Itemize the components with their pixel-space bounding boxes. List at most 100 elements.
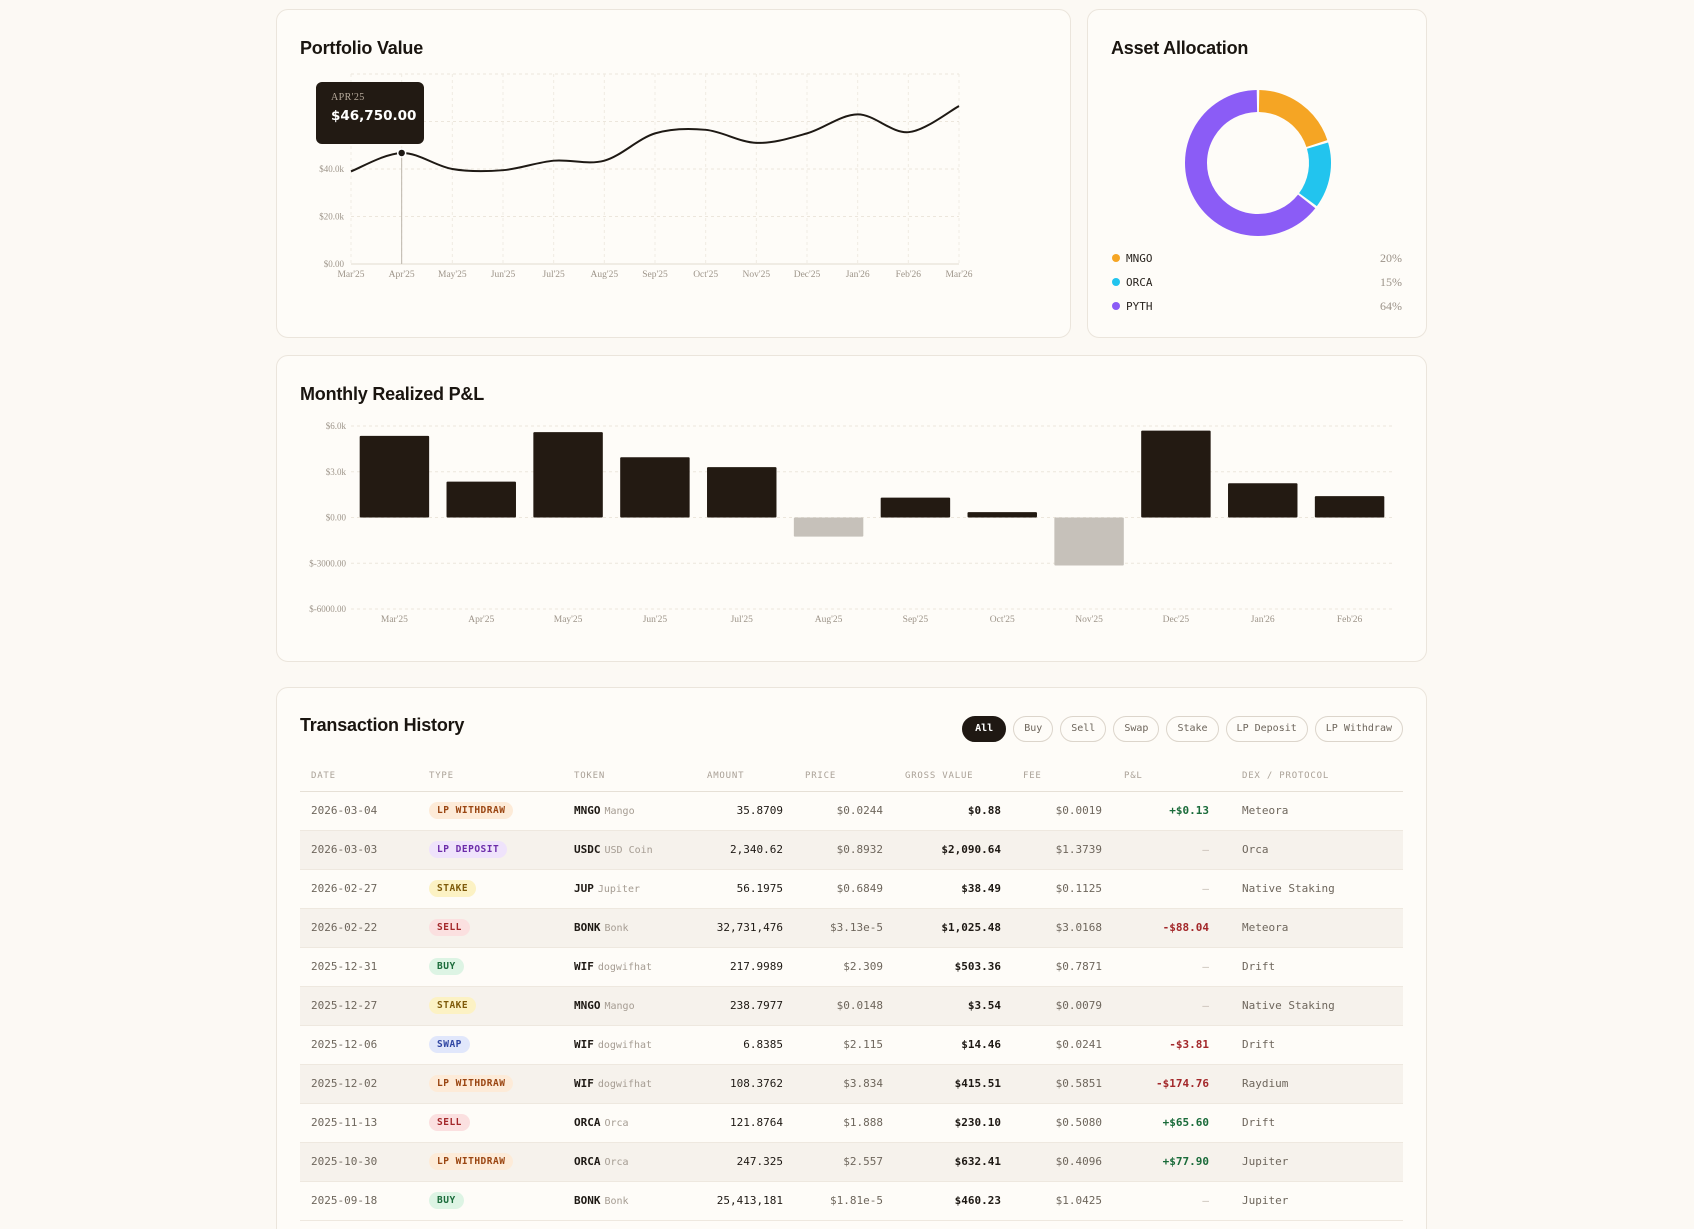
donut-slice-mngo: [1258, 90, 1328, 148]
y-tick-label: $40.0k: [319, 164, 344, 174]
table-row[interactable]: 2026-02-22 SELL BONK Bonk 32,731,476 $3.13e-5…: [300, 908, 1403, 948]
pnl-bar: [1054, 517, 1124, 566]
cell-gross-value: $1,025.48: [894, 908, 1012, 948]
cell-fee: $1.0425: [1012, 1181, 1113, 1221]
table-row[interactable]: 2025-11-13 SELL ORCA Orca 121.8764 $1.888 $230…: [300, 1103, 1403, 1143]
cell-price: $1.81e-5: [794, 1181, 894, 1221]
cell-price: $3.834: [794, 1064, 894, 1104]
cell-pnl: -$3.81: [1113, 1025, 1220, 1065]
legend-swatch: [1112, 254, 1120, 262]
portfolio-line-chart[interactable]: $0.00$20.0k$40.0k$60.0kMar'25Apr'25May'2…: [277, 10, 1072, 339]
cell-date: 2026-02-27: [300, 869, 418, 909]
cell-price: $3.13e-5: [794, 908, 894, 948]
legend-label: MNGO: [1126, 251, 1153, 265]
cell-price: $2.309: [794, 947, 894, 987]
donut-slice-orca: [1298, 142, 1331, 207]
x-tick-label: Mar'25: [337, 270, 364, 280]
pnl-bar: [880, 497, 951, 518]
token-symbol: WIF: [574, 1077, 594, 1090]
legend-item-mngo: MNGO 20%: [1112, 250, 1402, 266]
table-row[interactable]: 2025-09-18 BUY BONK Bonk 25,413,181 $1.81e-5 $…: [300, 1181, 1403, 1221]
col-fee[interactable]: FEE: [1012, 761, 1113, 792]
cell-date: 2026-03-03: [300, 830, 418, 870]
col-date[interactable]: DATE: [300, 761, 418, 792]
cell-date: 2025-09-18: [300, 1181, 418, 1221]
transaction-table: DATE TYPE TOKEN AMOUNT PRICE GROSS VALUE…: [300, 761, 1403, 1221]
cell-gross-value: $14.46: [894, 1025, 1012, 1065]
cell-price: $2.557: [794, 1142, 894, 1182]
token-name: Jupiter: [597, 884, 641, 895]
table-row[interactable]: 2025-10-30 LP WITHDRAW ORCA Orca 247.325 $2.5…: [300, 1142, 1403, 1182]
filter-swap-button[interactable]: Swap: [1113, 716, 1160, 742]
col-price[interactable]: PRICE: [794, 761, 894, 792]
asset-allocation-title: Asset Allocation: [1111, 38, 1249, 58]
x-tick-label: Dec'25: [1163, 615, 1190, 625]
col-type[interactable]: TYPE: [418, 761, 563, 792]
col-token[interactable]: TOKEN: [563, 761, 696, 792]
cell-type: SWAP: [418, 1025, 563, 1065]
cell-token: BONK Bonk: [563, 908, 696, 948]
type-badge: BUY: [429, 1192, 464, 1209]
legend-item-pyth: PYTH 64%: [1112, 298, 1402, 314]
filter-lp-deposit-button[interactable]: LP Deposit: [1225, 716, 1308, 742]
filter-buy-button[interactable]: Buy: [1013, 716, 1054, 742]
pnl-bar-chart[interactable]: $6.0k $3.0k $0.00 $-3000.00 $-6000.00 Mar'25 A…: [277, 356, 1428, 663]
cell-type: LP WITHDRAW: [418, 1064, 563, 1104]
cell-type: BUY: [418, 947, 563, 987]
monthly-pnl-title: Monthly Realized P&L: [300, 384, 485, 404]
cell-date: 2026-02-22: [300, 908, 418, 948]
token-name: dogwifhat: [597, 1040, 653, 1051]
y-tick-label: $-3000.00: [309, 558, 346, 568]
x-tick-label: Feb'26: [1337, 615, 1363, 625]
cell-gross-value: $415.51: [894, 1064, 1012, 1104]
cell-type: LP DEPOSIT: [418, 830, 563, 870]
col-dex[interactable]: DEX / PROTOCOL: [1220, 761, 1403, 792]
pnl-bar: [967, 512, 1037, 518]
pnl-bar: [1141, 430, 1211, 518]
token-name: dogwifhat: [597, 962, 653, 973]
pnl-bar: [707, 467, 777, 518]
token-name: Mango: [604, 806, 635, 817]
cell-gross-value: $460.23: [894, 1181, 1012, 1221]
legend-percent: 20%: [1380, 250, 1402, 265]
table-row[interactable]: 2025-12-27 STAKE MNGO Mango 238.7977 $0.0148 $…: [300, 986, 1403, 1026]
cell-gross-value: $503.36: [894, 947, 1012, 987]
x-tick-label: Apr'25: [389, 270, 415, 280]
legend-label: ORCA: [1126, 275, 1153, 289]
table-row[interactable]: 2025-12-06 SWAP WIF dogwifhat 6.8385 $2.115 $1…: [300, 1025, 1403, 1065]
cell-pnl: —: [1113, 830, 1220, 870]
col-pnl[interactable]: P&L: [1113, 761, 1220, 792]
y-tick-label: $0.00: [324, 259, 345, 269]
cell-amount: 121.8764: [696, 1103, 794, 1143]
x-tick-label: Apr'25: [468, 615, 494, 625]
filter-lp-withdraw-button[interactable]: LP Withdraw: [1314, 716, 1403, 742]
cell-date: 2025-12-31: [300, 947, 418, 987]
cell-dex: Drift: [1220, 947, 1403, 987]
type-badge: LP DEPOSIT: [429, 841, 508, 858]
cell-gross-value: $230.10: [894, 1103, 1012, 1143]
cell-gross-value: $38.49: [894, 869, 1012, 909]
col-gross-value[interactable]: GROSS VALUE: [894, 761, 1012, 792]
col-amount[interactable]: AMOUNT: [696, 761, 794, 792]
filter-stake-button[interactable]: Stake: [1166, 716, 1219, 742]
table-row[interactable]: 2025-12-31 BUY WIF dogwifhat 217.9989 $2.309 $…: [300, 947, 1403, 987]
cell-dex: Jupiter: [1220, 1142, 1403, 1182]
legend-swatch: [1112, 302, 1120, 310]
donut-slice-pyth: [1185, 90, 1316, 236]
cell-pnl: +$77.90: [1113, 1142, 1220, 1182]
pnl-bar: [1228, 483, 1298, 518]
cell-price: $0.0244: [794, 791, 894, 831]
filter-all-button[interactable]: All: [962, 716, 1007, 742]
x-tick-label: Oct'25: [990, 615, 1015, 625]
table-row[interactable]: 2026-02-27 STAKE JUP Jupiter 56.1975 $0.6849 $…: [300, 869, 1403, 909]
table-row[interactable]: 2025-12-02 LP WITHDRAW WIF dogwifhat 108.376…: [300, 1064, 1403, 1104]
cell-type: LP WITHDRAW: [418, 791, 563, 831]
cell-token: MNGO Mango: [563, 986, 696, 1026]
filter-sell-button[interactable]: Sell: [1060, 716, 1107, 742]
allocation-donut-chart[interactable]: [1088, 65, 1428, 265]
table-row[interactable]: 2026-03-03 LP DEPOSIT USDC USD Coin 2,340.62…: [300, 830, 1403, 870]
table-row[interactable]: 2026-03-04 LP WITHDRAW MNGO Mango 35.8709 $0.…: [300, 791, 1403, 831]
cell-date: 2025-12-06: [300, 1025, 418, 1065]
cell-token: ORCA Orca: [563, 1103, 696, 1143]
token-symbol: BONK: [574, 1194, 601, 1207]
